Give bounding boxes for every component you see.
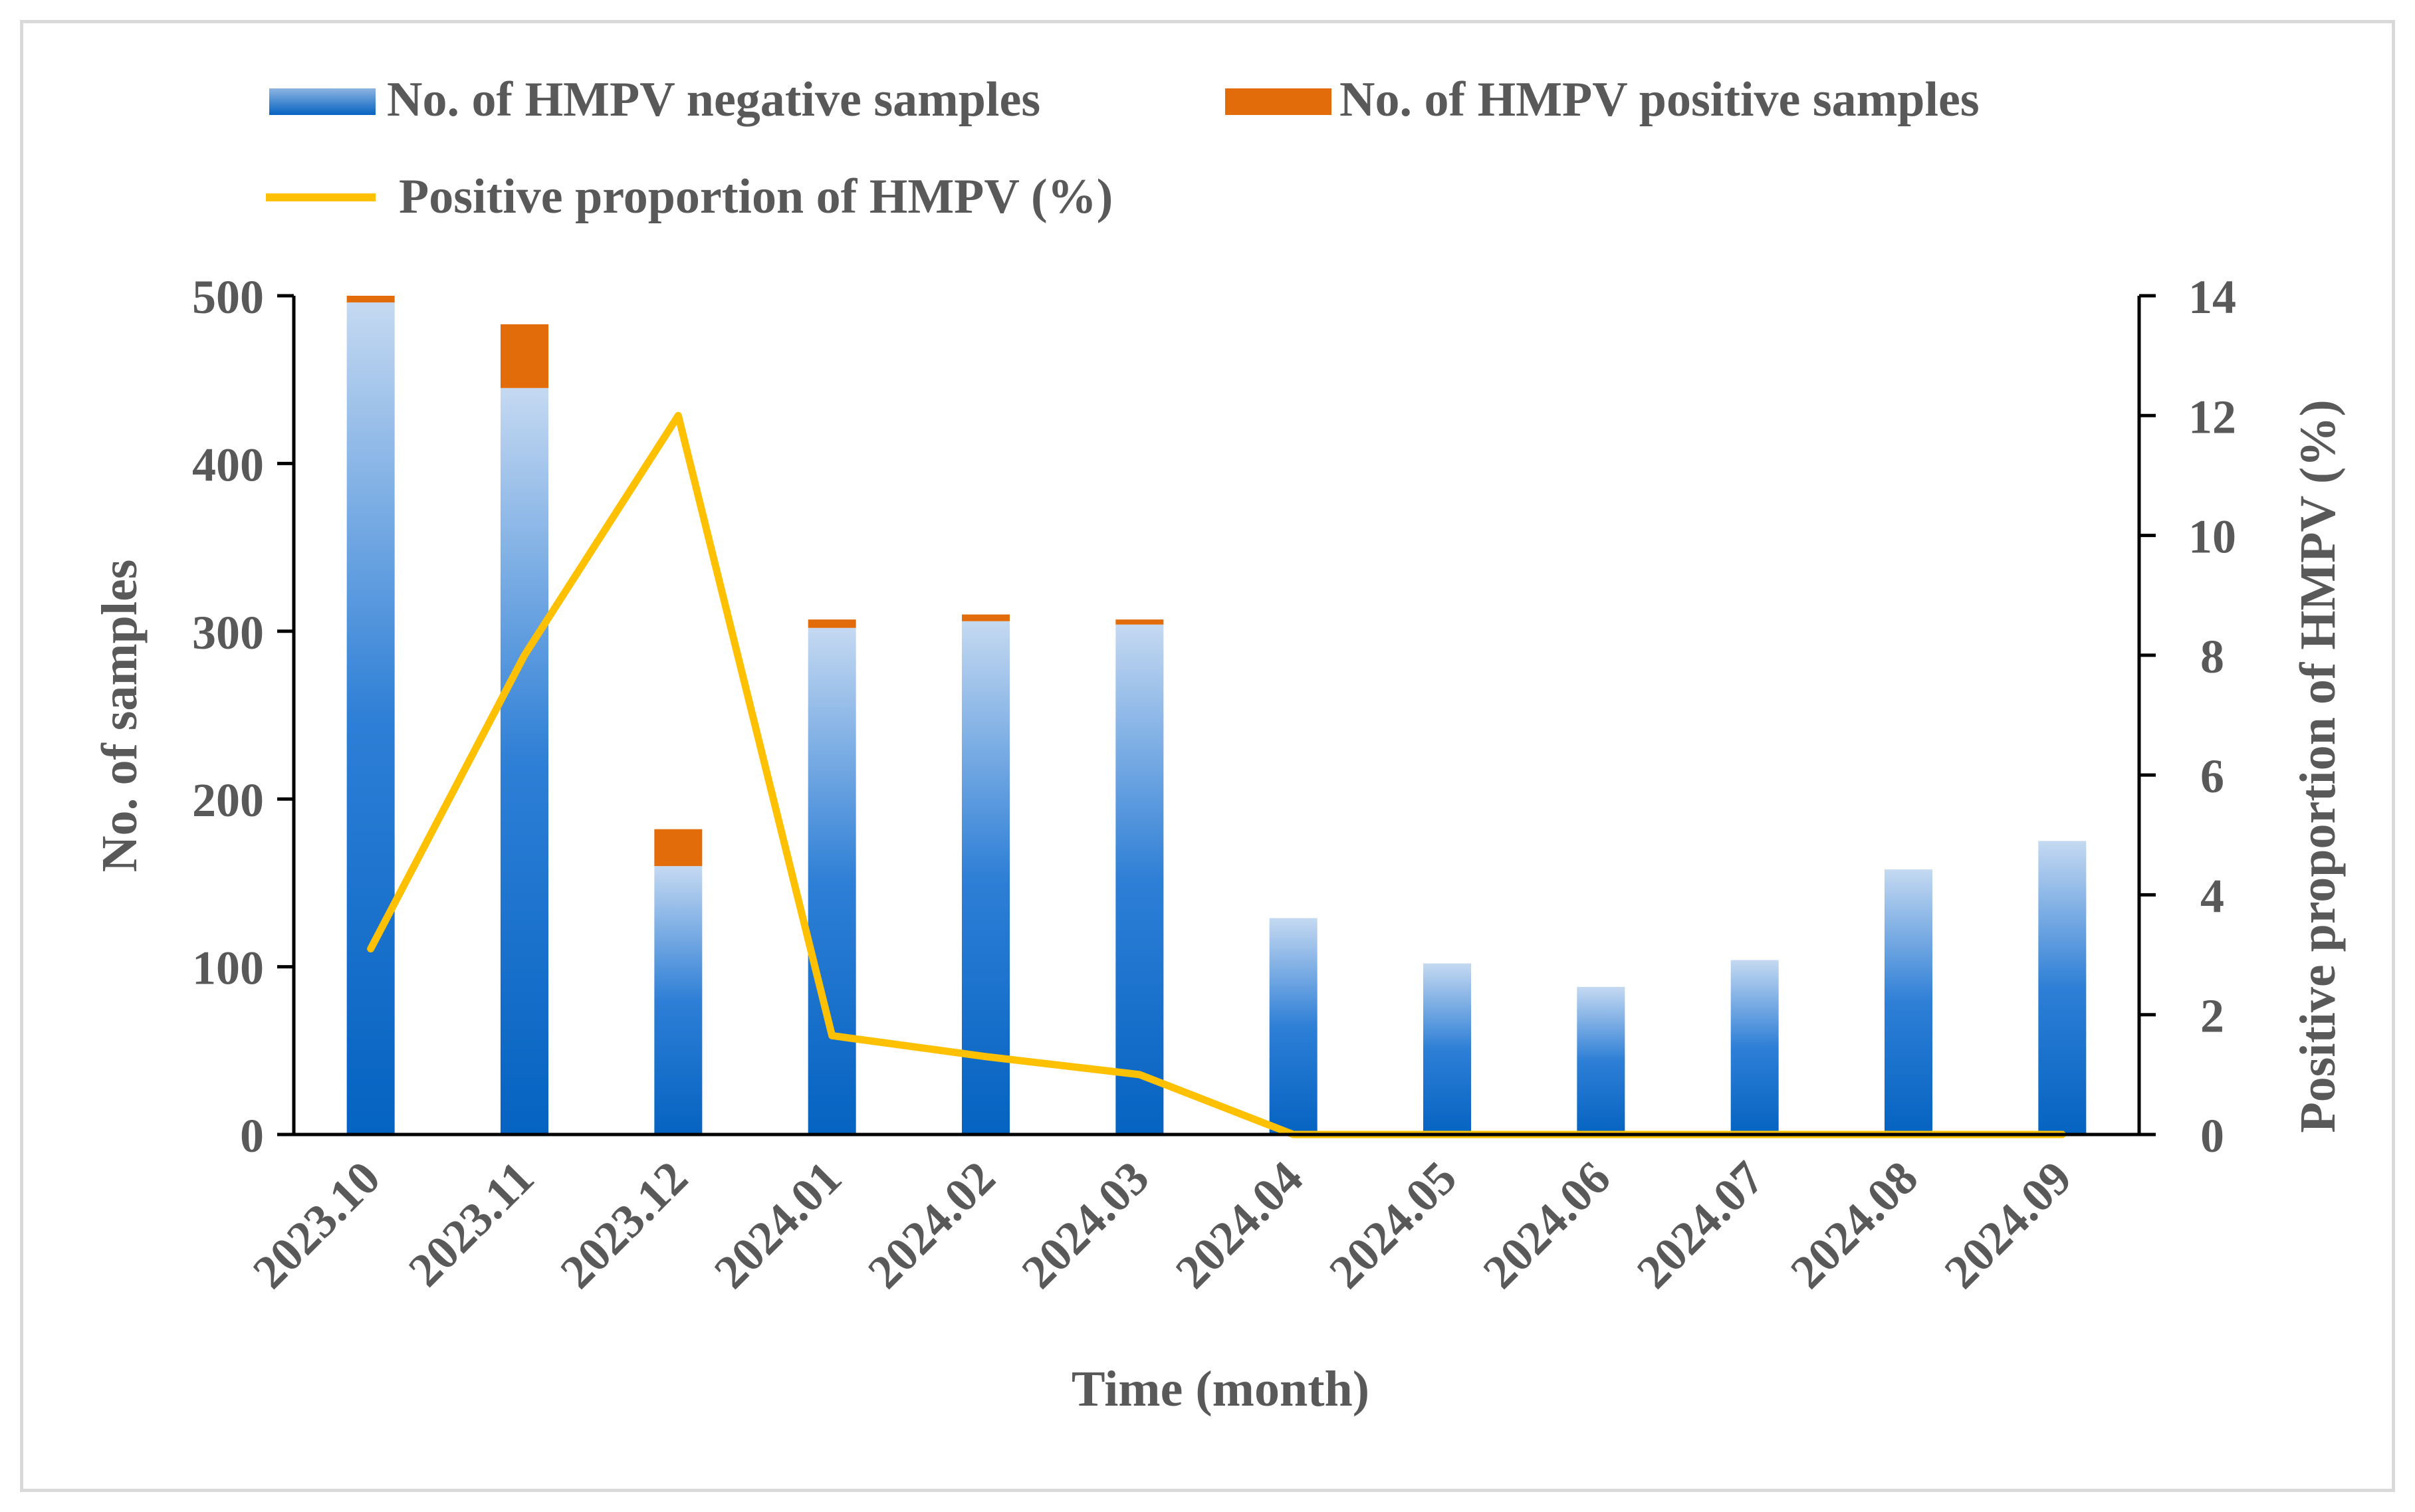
x-tick-label: 2024.03 xyxy=(1012,1151,1159,1299)
bar-negative-2023.11 xyxy=(501,387,548,1134)
bar-negative-2024.09 xyxy=(2038,841,2087,1134)
bar-positive-2023.10 xyxy=(346,296,395,303)
bar-negative-2024.04 xyxy=(1269,918,1318,1134)
bar-negative-2024.01 xyxy=(808,627,856,1134)
bar-positive-2024.01 xyxy=(808,619,856,628)
y-tick-label: 200 xyxy=(192,774,264,827)
bars-layer xyxy=(346,296,2087,1135)
bar-negative-2024.03 xyxy=(1115,624,1164,1134)
legend-item-negative[interactable]: No. of HMPV negative samples xyxy=(269,72,1040,127)
legend: No. of HMPV negative samples No. of HMPV… xyxy=(266,72,1980,224)
y2-tick-label: 4 xyxy=(2200,869,2224,922)
x-tick-label: 2024.01 xyxy=(704,1151,852,1299)
x-tick-label: 2023.10 xyxy=(243,1151,390,1299)
y-tick-label: 100 xyxy=(192,942,264,995)
line-positive-proportion xyxy=(367,411,2066,1138)
bar-positive-2024.02 xyxy=(962,614,1010,621)
y2-tick-label: 10 xyxy=(2188,510,2236,564)
bar-positive-2023.11 xyxy=(501,324,548,388)
legend-swatch-positive xyxy=(1225,88,1331,115)
bar-positive-2023.12 xyxy=(654,829,703,867)
x-tick-label: 2024.07 xyxy=(1627,1151,1774,1299)
bar-positive-2024.03 xyxy=(1115,619,1164,625)
bar-negative-2023.10 xyxy=(346,302,395,1135)
y-tick-label: 500 xyxy=(192,270,264,324)
bar-negative-2024.06 xyxy=(1577,986,1625,1134)
chart-frame xyxy=(20,20,2395,1492)
x-tick-label: 2023.11 xyxy=(398,1151,544,1297)
x-tick-label: 2024.05 xyxy=(1319,1151,1466,1299)
bar-negative-2023.12 xyxy=(654,866,703,1134)
x-tick-label: 2024.04 xyxy=(1165,1151,1313,1299)
x-tick-label: 2024.02 xyxy=(858,1151,1005,1299)
y2-tick-label: 6 xyxy=(2200,750,2224,803)
y2-tick-label: 0 xyxy=(2200,1109,2224,1162)
y2-tick-label: 14 xyxy=(2188,270,2236,324)
y-tick-label: 400 xyxy=(192,438,264,491)
line-layer xyxy=(367,411,2066,1138)
bar-negative-2024.02 xyxy=(962,621,1010,1134)
bar-negative-2024.07 xyxy=(1730,960,1779,1134)
x-tick-label: 2023.12 xyxy=(550,1151,698,1299)
legend-item-proportion[interactable]: Positive proportion of HMPV (%) xyxy=(266,169,1113,224)
y2-axis-title: Positive proportion of HMPV (%) xyxy=(2290,399,2346,1133)
x-tick-label: 2024.08 xyxy=(1780,1151,1928,1299)
x-tick-label: 2024.06 xyxy=(1473,1151,1621,1299)
y2-tick-label: 8 xyxy=(2200,630,2224,683)
legend-swatch-negative xyxy=(269,88,376,115)
y-tick-label: 0 xyxy=(240,1109,264,1162)
legend-item-positive[interactable]: No. of HMPV positive samples xyxy=(1225,72,1980,127)
x-tick-label: 2024.09 xyxy=(1934,1151,2082,1299)
legend-label-proportion: Positive proportion of HMPV (%) xyxy=(399,169,1113,224)
y2-tick-label: 12 xyxy=(2188,390,2236,443)
legend-label-positive: No. of HMPV positive samples xyxy=(1339,72,1980,127)
x-axis-title: Time (month) xyxy=(1072,1361,1369,1417)
legend-label-negative: No. of HMPV negative samples xyxy=(387,72,1040,127)
y-axis-title: No. of samples xyxy=(92,560,148,873)
y-tick-label: 300 xyxy=(192,606,264,659)
bar-negative-2024.08 xyxy=(1885,869,1932,1134)
y2-tick-label: 2 xyxy=(2200,990,2224,1043)
bar-negative-2024.05 xyxy=(1423,963,1471,1134)
